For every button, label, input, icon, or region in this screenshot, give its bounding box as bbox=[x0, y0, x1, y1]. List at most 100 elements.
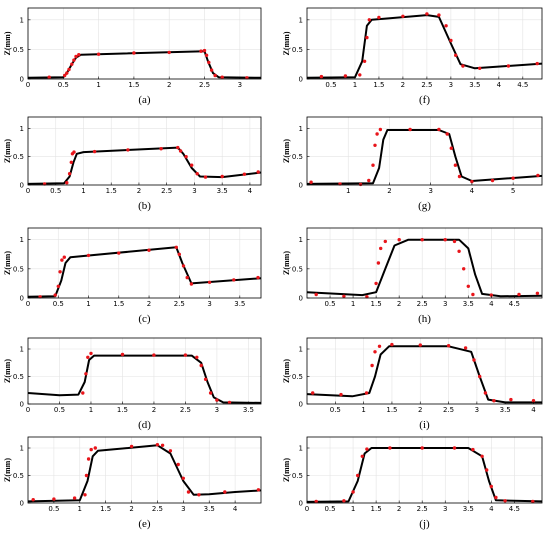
measured-point bbox=[67, 172, 72, 176]
x-tick-label: 5 bbox=[511, 187, 515, 195]
x-tick-label: 1 bbox=[351, 505, 355, 513]
x-tick-label: 2.5 bbox=[417, 505, 428, 513]
measured-point bbox=[232, 278, 236, 282]
axes-frame bbox=[27, 337, 262, 405]
y-tick-label: 0.5 bbox=[292, 153, 303, 161]
y-tick-label: 1 bbox=[20, 236, 24, 244]
measured-point bbox=[373, 350, 377, 354]
y-tick-label: 0.5 bbox=[13, 265, 24, 273]
fit-curve bbox=[27, 246, 262, 298]
x-tick-label: 2 bbox=[397, 505, 401, 513]
measured-point bbox=[397, 238, 401, 242]
y-tick-label: 1 bbox=[20, 346, 24, 354]
x-tick-label: 2 bbox=[397, 300, 401, 308]
x-tick-label: 0.5 bbox=[324, 505, 335, 513]
measured-point bbox=[207, 60, 211, 65]
x-tick-label: 0.5 bbox=[58, 81, 69, 89]
x-tick-label: 2 bbox=[152, 406, 156, 414]
measured-point bbox=[371, 163, 375, 167]
x-tick-label: 1.5 bbox=[100, 505, 111, 513]
x-tick-label: 2.5 bbox=[421, 81, 432, 89]
measured-point bbox=[203, 377, 208, 381]
measured-point bbox=[472, 358, 476, 362]
x-tick-label: 2.5 bbox=[152, 505, 163, 513]
measured-point bbox=[374, 281, 378, 286]
y-axis-label: Z(mm) bbox=[3, 251, 12, 275]
y-tick-label: 1 bbox=[20, 16, 24, 24]
measured-point bbox=[367, 18, 371, 22]
measured-point bbox=[183, 353, 188, 357]
measured-point bbox=[462, 267, 466, 271]
measured-point bbox=[176, 145, 180, 150]
y-tick-label: 1 bbox=[20, 445, 24, 453]
y-tick-label: 1 bbox=[20, 125, 24, 133]
x-tick-label: 1 bbox=[89, 406, 93, 414]
measured-point bbox=[86, 457, 91, 461]
measured-point bbox=[168, 449, 173, 453]
x-tick-label: 0 bbox=[26, 81, 30, 89]
measured-point bbox=[181, 476, 185, 480]
panel-label: (i) bbox=[419, 419, 430, 431]
measured-point bbox=[485, 468, 489, 472]
x-tick-label: 3 bbox=[215, 406, 219, 414]
panel-i: 0.5 1 1.5 2 2.5 3 3.5 4 0 0.5 1 Z(mm) (i) bbox=[282, 337, 543, 431]
measured-point bbox=[377, 15, 381, 20]
y-tick-label: 0 bbox=[20, 295, 24, 303]
axes-frame bbox=[27, 227, 262, 299]
measured-point bbox=[199, 363, 203, 368]
measured-point bbox=[471, 292, 475, 297]
x-tick-label: 0 bbox=[305, 505, 309, 513]
measured-point bbox=[445, 132, 449, 136]
measured-point bbox=[190, 163, 194, 167]
x-tick-label: 0.5 bbox=[325, 81, 336, 89]
y-axis-label: Z(mm) bbox=[282, 251, 291, 275]
x-tick-label: 1.5 bbox=[371, 300, 382, 308]
y-axis-label: Z(mm) bbox=[3, 31, 12, 55]
measured-point bbox=[449, 38, 453, 43]
measured-point bbox=[489, 484, 493, 489]
y-tick-label: 1 bbox=[299, 16, 303, 24]
measured-point bbox=[84, 372, 88, 376]
x-tick-label: 0.5 bbox=[53, 300, 64, 308]
y-tick-label: 1 bbox=[299, 125, 303, 133]
measured-point bbox=[408, 127, 412, 132]
panel-g: 1 2 3 4 5 0 0.5 1 Z(mm) (g) bbox=[282, 116, 543, 212]
x-tick-label: 1.5 bbox=[371, 505, 382, 513]
y-tick-label: 1 bbox=[299, 236, 303, 244]
measured-point bbox=[174, 245, 178, 249]
x-tick-label: 2.5 bbox=[180, 406, 191, 414]
measured-point bbox=[314, 292, 318, 297]
y-tick-label: 0 bbox=[20, 500, 24, 508]
x-tick-label: 3 bbox=[238, 81, 242, 89]
measured-point bbox=[177, 252, 181, 256]
x-tick-label: 3.5 bbox=[469, 81, 480, 89]
x-tick-label: 0.5 bbox=[50, 187, 61, 195]
axes-frame bbox=[27, 116, 262, 186]
measured-point bbox=[309, 180, 313, 184]
x-tick-label: 1 bbox=[78, 505, 82, 513]
measured-point bbox=[466, 284, 470, 288]
measured-point bbox=[531, 399, 536, 403]
measured-point bbox=[74, 54, 78, 59]
measured-point bbox=[420, 238, 424, 242]
x-tick-label: 4 bbox=[497, 81, 502, 89]
panel-e: 0.5 1 1.5 2 2.5 3 3.5 4 0 0.5 1 Z(mm) (e) bbox=[3, 436, 262, 530]
y-tick-label: 0 bbox=[299, 295, 303, 303]
measured-point bbox=[390, 342, 394, 347]
measured-point bbox=[70, 62, 74, 66]
measured-point bbox=[478, 374, 482, 379]
measured-point bbox=[204, 53, 209, 57]
measured-point bbox=[220, 174, 224, 179]
x-tick-label: 0 bbox=[26, 300, 30, 308]
y-tick-label: 0.5 bbox=[13, 46, 24, 54]
panel-label: (a) bbox=[138, 94, 151, 106]
fit-curve bbox=[27, 146, 262, 185]
x-tick-label: 2 bbox=[129, 505, 133, 513]
measured-point bbox=[227, 400, 232, 405]
measured-point bbox=[202, 48, 207, 53]
panel-d: 0 0.5 1 1.5 2 2.5 3 3.5 0 0.5 1 Z(mm) (d) bbox=[3, 337, 262, 431]
y-tick-label: 0 bbox=[299, 401, 303, 409]
y-axis-label: Z(mm) bbox=[3, 458, 12, 482]
x-tick-label: 0 bbox=[26, 187, 30, 195]
